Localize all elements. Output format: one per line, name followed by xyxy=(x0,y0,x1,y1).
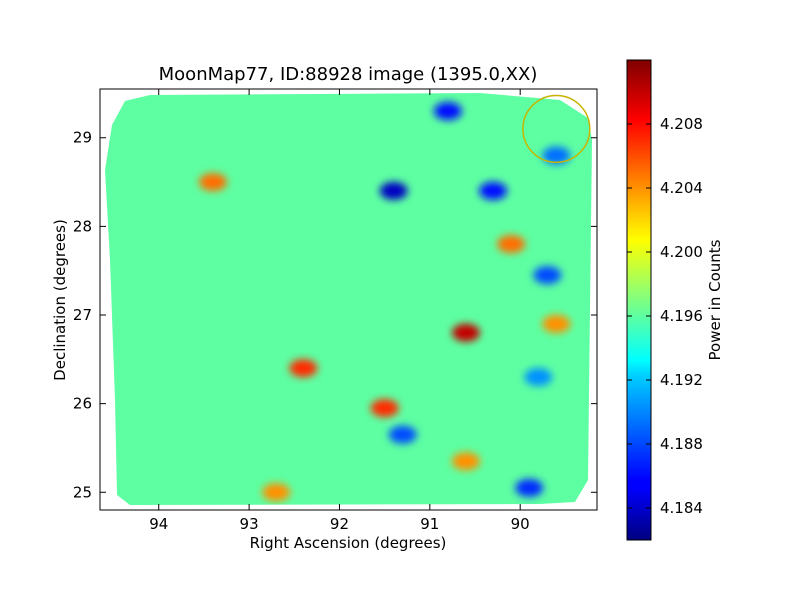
colorbar-tick-label: 4.208 xyxy=(660,115,703,133)
y-tick-label: 25 xyxy=(73,483,92,501)
y-tick-label: 26 xyxy=(73,395,92,413)
heatmap-feature xyxy=(479,181,508,200)
heatmap-feature xyxy=(379,181,408,200)
heatmap-feature xyxy=(451,323,480,342)
colorbar-label: Power in Counts xyxy=(706,239,724,360)
plot-frame xyxy=(99,88,598,511)
colorbar-tick-label: 4.188 xyxy=(660,435,703,453)
colorbar-tick-label: 4.196 xyxy=(660,307,703,325)
beam-circle xyxy=(522,94,591,164)
x-tick-label: 90 xyxy=(511,515,530,533)
heatmap-feature xyxy=(515,478,544,497)
heatmap-feature xyxy=(542,146,571,165)
heatmap-feature xyxy=(289,359,318,378)
heatmap-feature xyxy=(433,102,462,121)
colorbar xyxy=(626,59,652,541)
heatmap-feature xyxy=(542,314,571,333)
heatmap-area xyxy=(105,93,592,505)
chart-title: MoonMap77, ID:88928 image (1395.0,XX) xyxy=(159,64,538,85)
x-axis-label: Right Ascension (degrees) xyxy=(250,534,447,552)
heatmap-feature xyxy=(533,266,562,285)
heatmap-feature xyxy=(497,235,526,254)
x-tick-label: 92 xyxy=(330,515,349,533)
heatmap-feature xyxy=(524,368,553,387)
y-tick-label: 28 xyxy=(73,217,92,235)
colorbar-tick-label: 4.204 xyxy=(660,179,703,197)
heatmap-feature xyxy=(198,173,227,192)
y-tick-label: 29 xyxy=(73,129,92,147)
x-tick-label: 91 xyxy=(420,515,439,533)
colorbar-tick-label: 4.184 xyxy=(660,499,703,517)
x-tick-label: 93 xyxy=(240,515,259,533)
colorbar-tick-label: 4.192 xyxy=(660,371,703,389)
x-tick-label: 94 xyxy=(149,515,168,533)
y-tick-label: 27 xyxy=(73,306,92,324)
y-axis-label: Declination (degrees) xyxy=(51,219,69,381)
heatmap-background xyxy=(105,93,592,505)
heatmap-feature xyxy=(262,483,291,502)
heatmap-feature xyxy=(370,399,399,418)
heatmap-feature xyxy=(451,452,480,471)
colorbar-tick-label: 4.200 xyxy=(660,243,703,261)
heatmap-feature xyxy=(388,425,417,444)
